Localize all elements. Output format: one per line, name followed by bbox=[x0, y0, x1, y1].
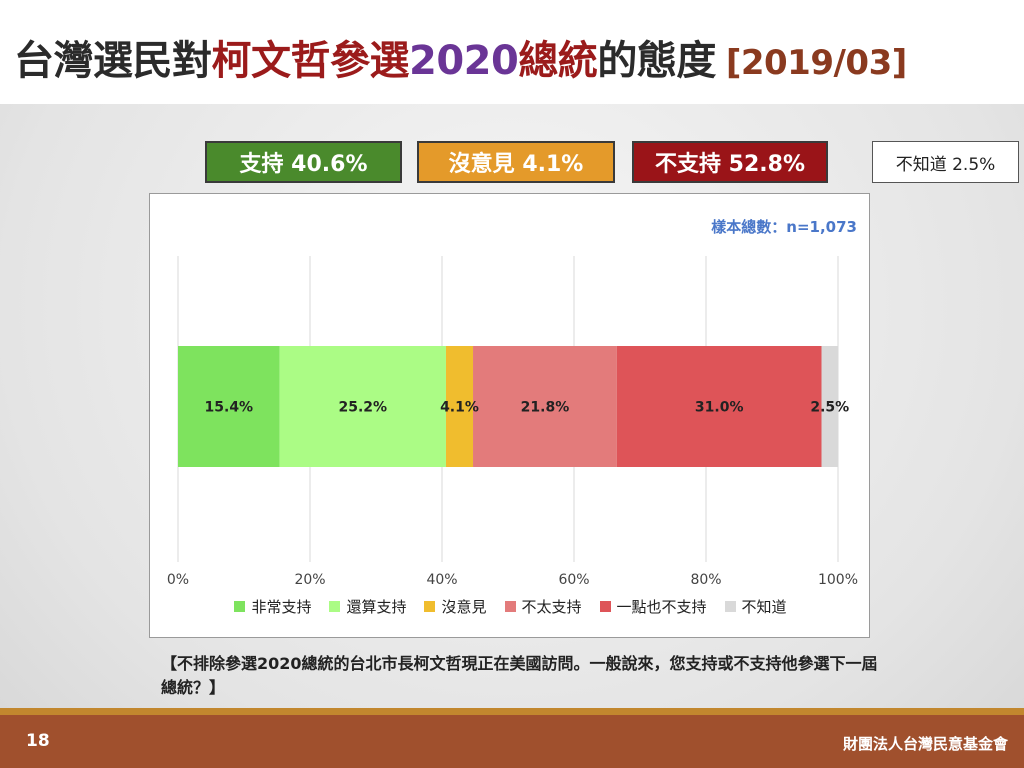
stacked-bar-chart: 0% 20% 40% 60% 80% 100% 15.4% 25.2% 4.1% 21.8% 31.… bbox=[167, 256, 858, 588]
sample-size-note: 樣本總數：n=1,073 bbox=[711, 218, 857, 236]
title-part-3: 2020 bbox=[409, 38, 519, 84]
summary-neutral-box: 沒意見 4.1% bbox=[417, 141, 615, 183]
legend-item: 不太支持 bbox=[504, 596, 582, 617]
data-label: 25.2% bbox=[339, 400, 388, 416]
survey-question: 【不排除參選2020總統的台北市長柯文哲現正在美國訪問。一般說來，您支持或不支持… bbox=[161, 654, 878, 697]
x-tick-label: 60% bbox=[558, 572, 589, 588]
data-label: 15.4% bbox=[205, 400, 254, 416]
chart-legend: 非常支持 還算支持 沒意見 不太支持 一點也不支持 不知道 bbox=[150, 596, 871, 617]
legend-label: 不知道 bbox=[741, 598, 787, 616]
organization-name: 財團法人台灣民意基金會 bbox=[842, 735, 1008, 753]
page-number: 18 bbox=[26, 731, 50, 751]
summary-unknown-box: 不知道 2.5% bbox=[872, 141, 1019, 183]
x-tick-label: 40% bbox=[426, 572, 457, 588]
data-label: 31.0% bbox=[695, 400, 744, 416]
chart-card: 樣本總數：n=1,073 0% 20% 40% 60% 80% 100% 15.4% 25.2… bbox=[149, 193, 870, 638]
page-title: 台灣選民對柯文哲參選2020總統的態度 [2019/03] bbox=[14, 28, 907, 86]
x-tick-label: 0% bbox=[167, 572, 189, 588]
data-label: 2.5% bbox=[810, 400, 849, 416]
bar-segment bbox=[616, 346, 822, 467]
bar-segment bbox=[821, 346, 838, 467]
legend-item: 還算支持 bbox=[329, 596, 406, 617]
footer: 18 財團法人台灣民意基金會 bbox=[0, 715, 1024, 768]
title-part-2: 柯文哲參選 bbox=[211, 38, 410, 84]
x-tick-label: 100% bbox=[818, 572, 858, 588]
legend-swatch bbox=[724, 601, 736, 612]
legend-label: 一點也不支持 bbox=[616, 598, 707, 616]
data-label: 4.1% bbox=[440, 400, 479, 416]
legend-label: 不太支持 bbox=[521, 598, 582, 616]
legend-item: 不知道 bbox=[724, 596, 787, 617]
legend-swatch bbox=[599, 601, 611, 612]
legend-label: 還算支持 bbox=[346, 598, 407, 616]
data-label: 21.8% bbox=[521, 400, 570, 416]
title-part-1: 台灣選民對 bbox=[14, 38, 212, 84]
summary-oppose-box: 不支持 52.8% bbox=[632, 141, 828, 183]
legend-swatch bbox=[504, 601, 516, 612]
legend-item: 非常支持 bbox=[234, 596, 311, 617]
x-tick-label: 80% bbox=[690, 572, 721, 588]
bar-segment bbox=[279, 346, 446, 467]
title-date: [2019/03] bbox=[725, 43, 907, 83]
legend-label: 沒意見 bbox=[441, 598, 487, 616]
legend-swatch bbox=[234, 601, 246, 612]
legend-label: 非常支持 bbox=[251, 598, 312, 616]
bar-segment bbox=[178, 346, 280, 467]
header: 台灣選民對柯文哲參選2020總統的態度 [2019/03] bbox=[0, 0, 1024, 104]
title-part-4: 總統 bbox=[518, 38, 598, 84]
legend-swatch bbox=[329, 601, 341, 612]
footer-accent-line bbox=[0, 708, 1024, 715]
summary-support-box: 支持 40.6% bbox=[205, 141, 402, 183]
bar-segment bbox=[473, 346, 617, 467]
legend-item: 一點也不支持 bbox=[599, 596, 707, 617]
bar-segment bbox=[445, 346, 474, 467]
x-tick-label: 20% bbox=[294, 572, 325, 588]
legend-swatch bbox=[424, 601, 436, 612]
legend-item: 沒意見 bbox=[424, 596, 487, 617]
title-part-5: 的態度 bbox=[597, 38, 716, 84]
